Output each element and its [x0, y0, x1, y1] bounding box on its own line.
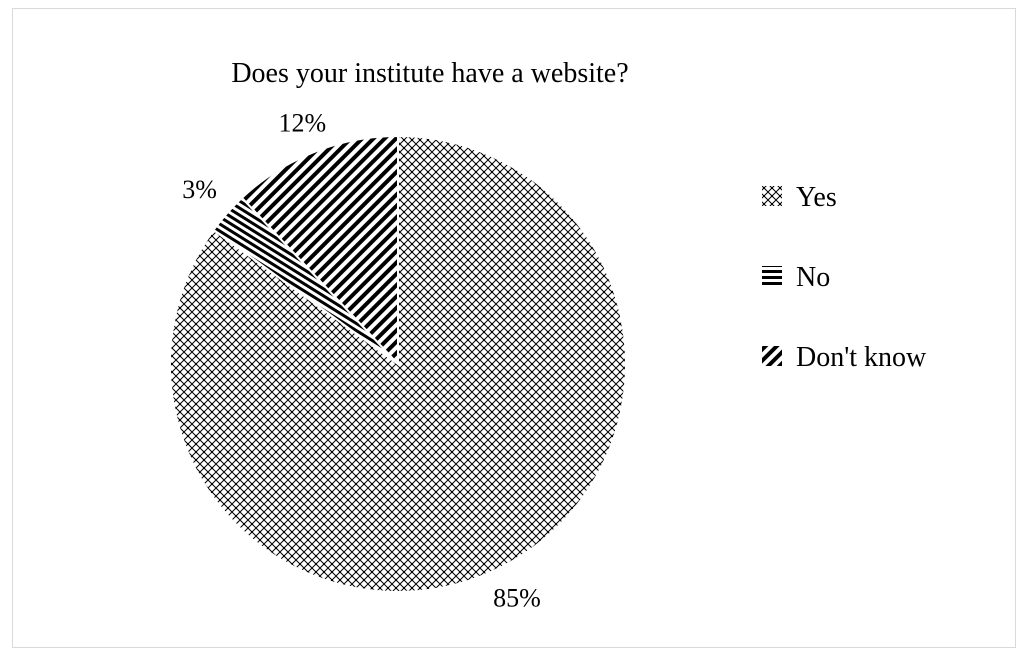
legend-label-yes: Yes: [796, 182, 837, 213]
data-label-no: 3%: [182, 175, 217, 204]
data-label-yes: 85%: [493, 584, 541, 613]
chart-legend: Yes No Don't know: [762, 182, 927, 373]
legend-swatch-yes: [762, 186, 782, 206]
legend-label-don-t-know: Don't know: [796, 342, 927, 373]
legend-swatch-don-t-know: [762, 346, 782, 366]
legend-label-no: No: [796, 262, 830, 293]
pie-slice-don-t-know: [240, 134, 399, 367]
legend-swatch-no: [762, 266, 782, 286]
pie-slices: [169, 134, 627, 593]
chart-title: Does your institute have a website?: [231, 58, 628, 89]
pie-data-labels: 85% 3% 12%: [182, 108, 541, 612]
data-label-don-t-know: 12%: [278, 108, 326, 137]
